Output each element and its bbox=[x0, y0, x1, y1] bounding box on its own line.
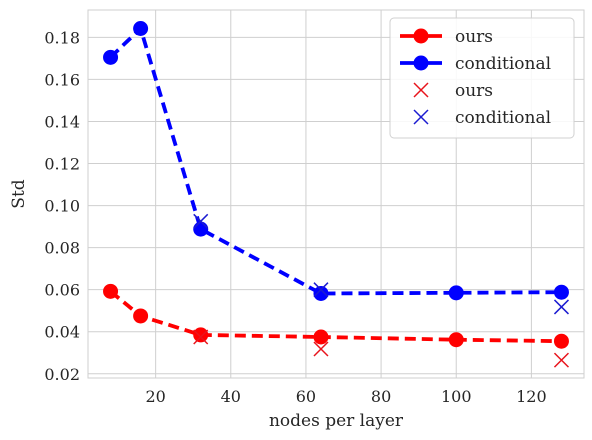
y-tick-label: 0.02 bbox=[44, 365, 80, 384]
series-point bbox=[553, 333, 569, 349]
series-point bbox=[193, 221, 209, 237]
grid bbox=[88, 10, 584, 378]
y-tick-label: 0.14 bbox=[44, 112, 80, 131]
legend-label: ours bbox=[455, 27, 493, 47]
series-point bbox=[133, 21, 149, 37]
x-tick-label: 80 bbox=[371, 387, 391, 406]
y-tick-label: 0.04 bbox=[44, 323, 80, 342]
x-tick-label: 40 bbox=[221, 387, 241, 406]
series-1 bbox=[103, 283, 569, 349]
y-axis-ticks: 0.02 0.04 0.06 0.08 0.10 0.12 0.14 0.16 0.18 bbox=[44, 28, 80, 383]
series-point bbox=[193, 327, 209, 343]
x-tick-label: 100 bbox=[441, 387, 472, 406]
series-x-marker-b bbox=[193, 329, 209, 345]
series-point bbox=[313, 285, 329, 301]
y-tick-label: 0.16 bbox=[44, 70, 80, 89]
y-tick-label: 0.10 bbox=[44, 197, 80, 216]
series-layer bbox=[103, 21, 569, 368]
series-x-marker-b bbox=[313, 341, 329, 357]
series-3 bbox=[193, 329, 569, 368]
x-tick-label: 60 bbox=[296, 387, 316, 406]
legend-item: ours bbox=[413, 81, 493, 101]
legend-label: conditional bbox=[455, 108, 551, 128]
legend-item: conditional bbox=[400, 54, 551, 74]
series-point bbox=[448, 332, 464, 348]
series-x-marker-b bbox=[193, 213, 209, 229]
legend-box bbox=[389, 17, 575, 139]
y-tick-label: 0.08 bbox=[44, 239, 80, 258]
legend: ours conditional ours conditional bbox=[389, 17, 575, 139]
series-x-marker-b bbox=[553, 352, 569, 368]
series-point bbox=[313, 329, 329, 345]
x-axis-label: nodes per layer bbox=[269, 411, 404, 431]
y-tick-label: 0.06 bbox=[44, 281, 80, 300]
series-point bbox=[448, 285, 464, 301]
series-2 bbox=[103, 21, 569, 301]
legend-marker bbox=[413, 28, 429, 44]
legend-label: ours bbox=[455, 81, 493, 101]
legend-x-marker-b bbox=[413, 109, 429, 125]
legend-item: conditional bbox=[413, 108, 551, 128]
x-tick-label: 20 bbox=[145, 387, 165, 406]
legend-item: ours bbox=[400, 27, 493, 47]
y-tick-label: 0.18 bbox=[44, 28, 80, 47]
series-point bbox=[133, 308, 149, 324]
legend-label: conditional bbox=[455, 54, 551, 74]
x-axis-ticks: 20 40 60 80 100 120 bbox=[145, 387, 546, 406]
series-point bbox=[553, 284, 569, 300]
series-line bbox=[109, 289, 562, 344]
series-4 bbox=[193, 213, 569, 315]
series-point bbox=[103, 49, 119, 65]
series-x-marker-b bbox=[553, 299, 569, 315]
series-point bbox=[103, 283, 119, 299]
x-tick-label: 120 bbox=[516, 387, 547, 406]
legend-marker bbox=[413, 55, 429, 71]
y-tick-label: 0.12 bbox=[44, 155, 80, 174]
plot-frame bbox=[87, 9, 585, 379]
series-x-marker-b bbox=[313, 282, 329, 298]
legend-x-marker-b bbox=[413, 82, 429, 98]
y-axis-label: Std bbox=[9, 179, 29, 208]
